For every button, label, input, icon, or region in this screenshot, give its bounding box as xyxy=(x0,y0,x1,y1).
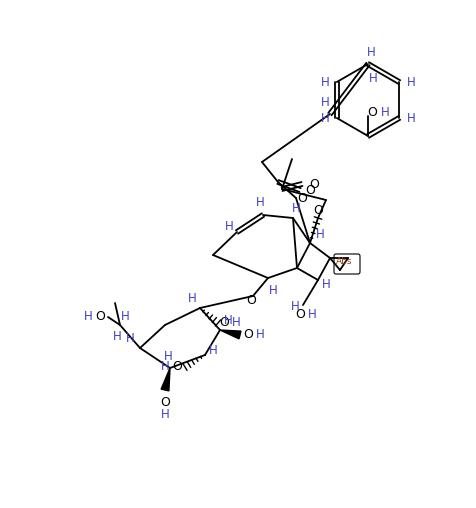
Text: O: O xyxy=(243,329,252,341)
Text: H: H xyxy=(366,46,375,58)
Text: O: O xyxy=(95,310,105,324)
Text: H: H xyxy=(163,350,172,363)
Text: Abs: Abs xyxy=(335,258,351,267)
Polygon shape xyxy=(219,330,240,339)
Text: H: H xyxy=(223,313,232,327)
Text: H: H xyxy=(368,73,377,85)
Text: H: H xyxy=(231,316,240,330)
Text: H: H xyxy=(224,220,233,234)
Text: O: O xyxy=(246,295,256,307)
Text: H: H xyxy=(255,329,264,341)
Text: O: O xyxy=(172,361,181,373)
Text: H: H xyxy=(315,229,324,241)
Text: H: H xyxy=(320,76,328,88)
Text: H: H xyxy=(160,407,169,421)
Polygon shape xyxy=(161,368,169,391)
Text: H: H xyxy=(406,111,415,124)
Text: O: O xyxy=(312,205,322,217)
Text: H: H xyxy=(380,106,388,118)
Text: H: H xyxy=(406,76,415,88)
Text: H: H xyxy=(320,96,329,109)
Text: O: O xyxy=(308,177,318,190)
Text: H: H xyxy=(187,292,196,304)
Text: H: H xyxy=(83,310,92,324)
Text: H: H xyxy=(120,310,129,324)
Text: H: H xyxy=(290,301,299,313)
Text: H: H xyxy=(125,332,134,344)
Text: H: H xyxy=(208,343,217,357)
Text: H: H xyxy=(291,202,300,214)
Text: H: H xyxy=(320,111,328,124)
Text: O: O xyxy=(367,106,376,118)
Text: O: O xyxy=(297,192,306,205)
Text: O: O xyxy=(295,308,304,322)
Text: O: O xyxy=(218,316,228,330)
Text: O: O xyxy=(305,183,314,197)
Text: H: H xyxy=(321,278,330,292)
Text: H: H xyxy=(268,283,277,297)
Text: O: O xyxy=(160,396,169,408)
Text: H: H xyxy=(112,331,121,343)
Text: H: H xyxy=(160,361,169,373)
Text: H: H xyxy=(307,308,316,322)
Text: H: H xyxy=(255,197,264,209)
